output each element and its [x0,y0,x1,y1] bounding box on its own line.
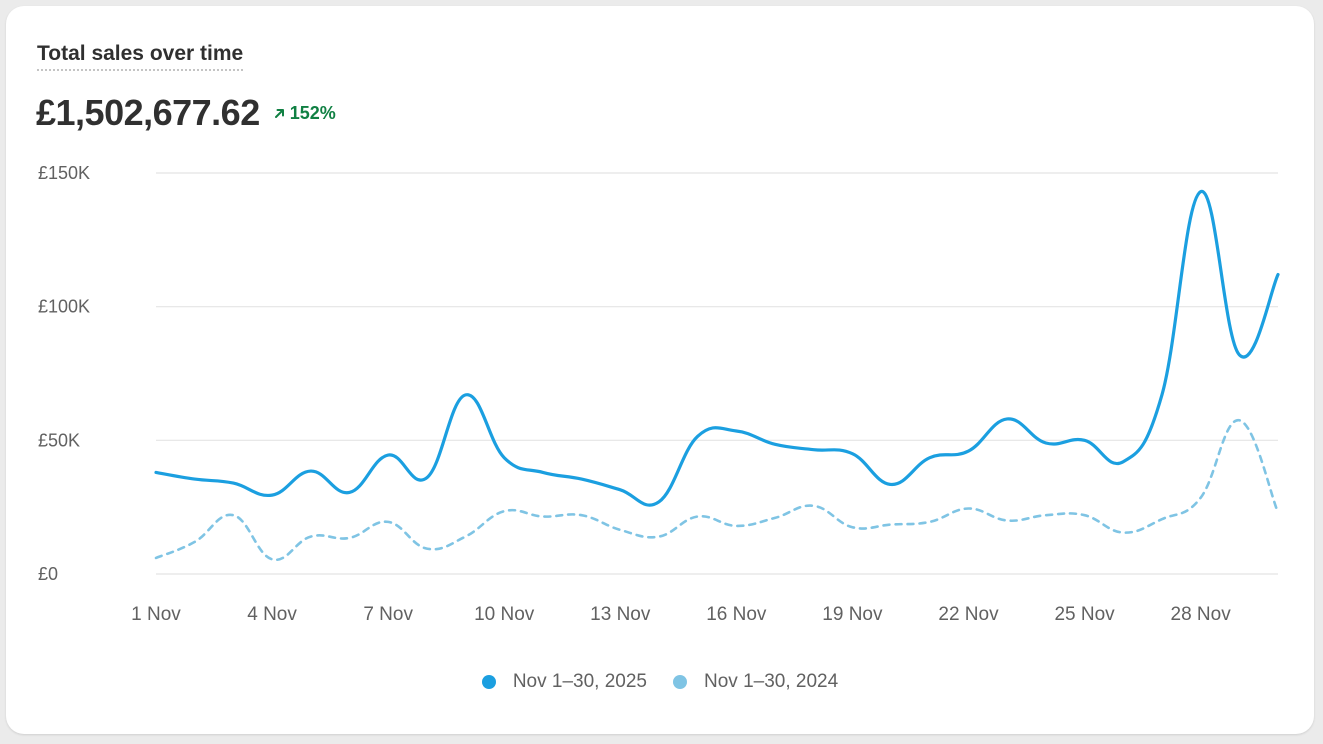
y-tick-label: £100K [38,297,90,317]
x-tick-label: 16 Nov [706,604,767,625]
legend-item-current[interactable]: Nov 1–30, 2025 [481,671,647,693]
y-tick-label: £50K [38,430,80,450]
x-tick-label: 4 Nov [247,604,297,625]
y-tick-label: £150K [38,163,90,183]
legend-swatch-current [481,675,496,689]
change-percent: 152% [289,102,336,123]
x-tick-label: 19 Nov [822,604,883,625]
x-tick-label: 7 Nov [363,604,413,625]
chart-legend: Nov 1–30, 2025 Nov 1–30, 2024 [6,671,1314,693]
legend-label-current: Nov 1–30, 2025 [512,671,647,692]
sales-line-chart[interactable]: £0 £50K £100K £150K 1 Nov 4 Nov 7 Nov 10 Nov 13 … [6,6,1314,646]
series-line-previous [154,418,1280,562]
sales-card: Total sales over time £1,502,677.62 152%… [6,6,1314,734]
x-tick-label: 1 Nov [131,604,181,625]
change-badge: 152% [274,103,336,124]
x-tick-label: 10 Nov [474,604,535,625]
arrow-up-right-icon [274,108,284,118]
x-tick-label: 28 Nov [1171,604,1232,625]
x-tick-label: 13 Nov [590,604,651,625]
card-title[interactable]: Total sales over time [37,42,244,71]
total-sales-value: £1,502,677.62 [36,92,260,133]
x-tick-label: 25 Nov [1054,604,1115,625]
series-line-current [154,190,1280,507]
x-tick-label: 22 Nov [938,604,999,625]
legend-label-previous: Nov 1–30, 2024 [704,671,839,692]
legend-item-previous[interactable]: Nov 1–30, 2024 [673,671,838,693]
legend-swatch-previous [673,675,687,689]
y-tick-label: £0 [38,564,58,584]
metric-row: £1,502,677.62 152% [36,92,336,134]
